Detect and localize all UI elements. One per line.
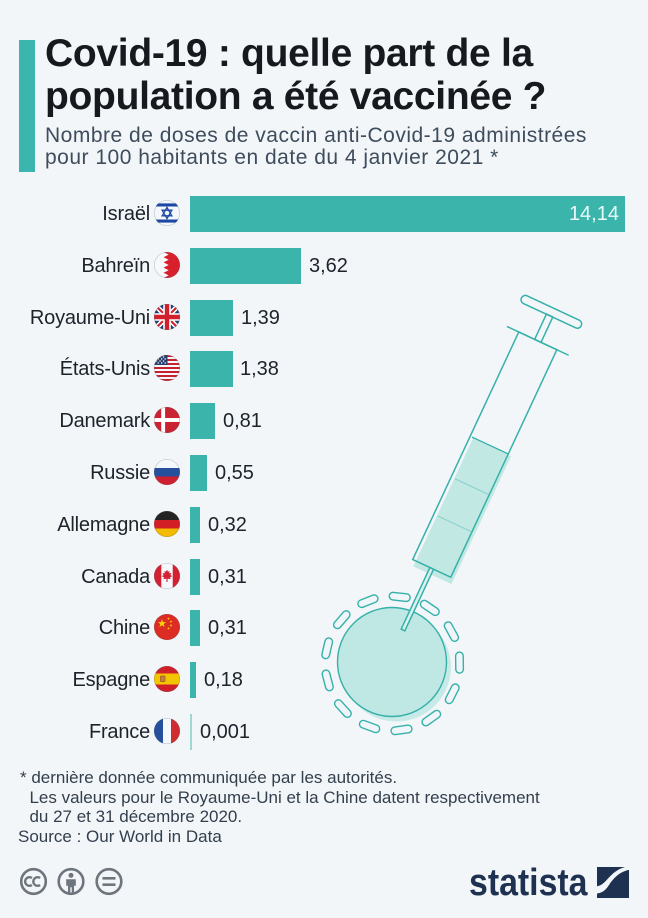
svg-text:statista: statista bbox=[469, 862, 588, 904]
